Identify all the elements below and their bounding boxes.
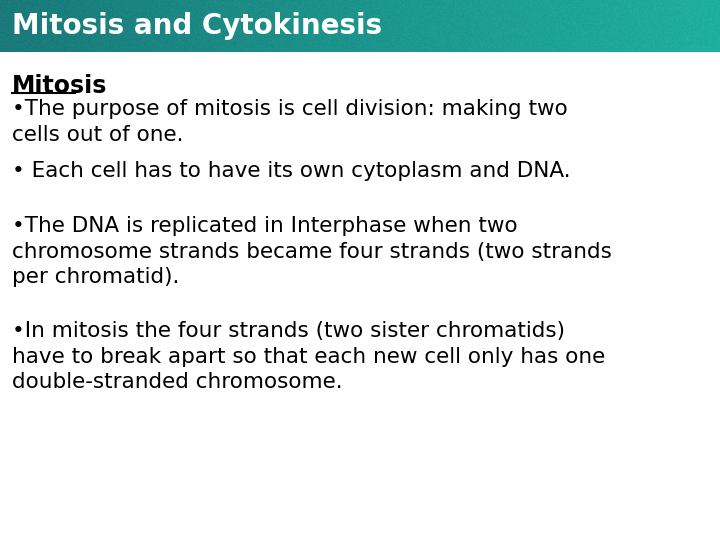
Text: Mitosis: Mitosis [12,74,107,98]
Text: Mitosis and Cytokinesis: Mitosis and Cytokinesis [12,12,382,40]
Text: • Each cell has to have its own cytoplasm and DNA.: • Each cell has to have its own cytoplas… [12,161,571,181]
Text: •The purpose of mitosis is cell division: making two
cells out of one.: •The purpose of mitosis is cell division… [12,99,568,145]
Text: •The DNA is replicated in Interphase when two
chromosome strands became four str: •The DNA is replicated in Interphase whe… [12,216,612,287]
Text: •In mitosis the four strands (two sister chromatids)
have to break apart so that: •In mitosis the four strands (two sister… [12,321,606,392]
